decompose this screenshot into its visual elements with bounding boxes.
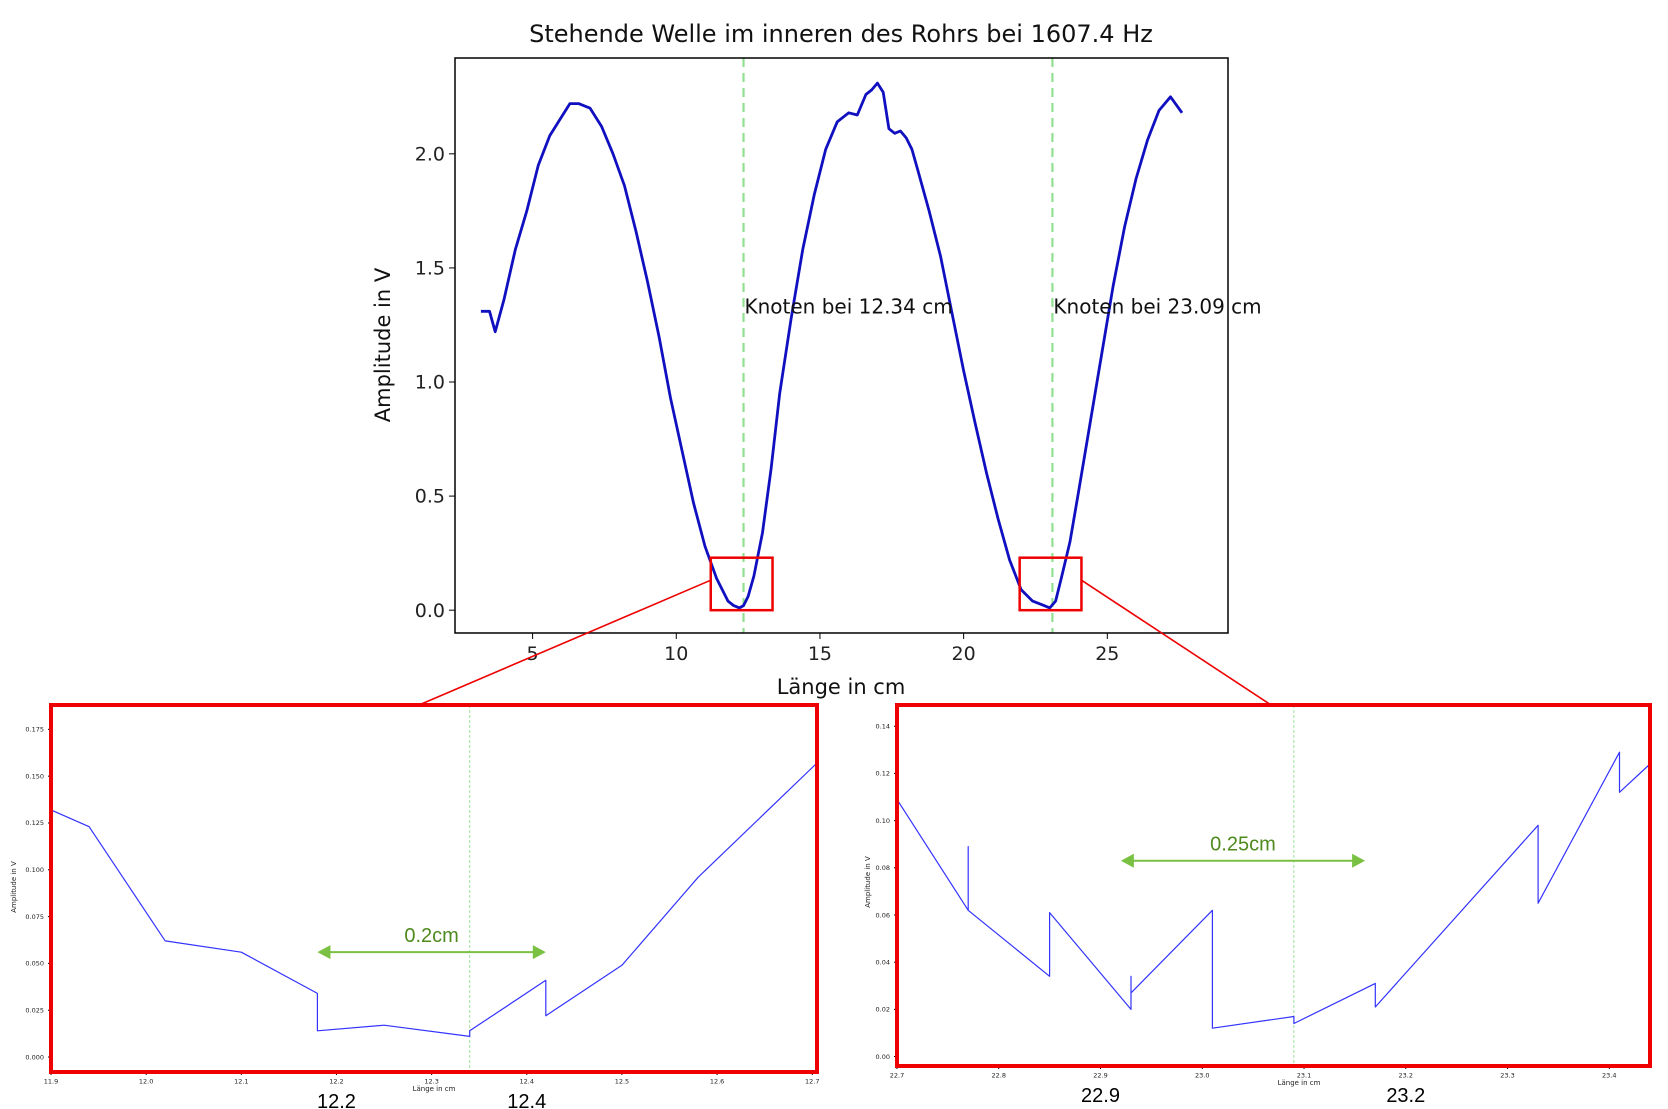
zoom-right-arrow-head-right (1352, 853, 1366, 868)
zoom-right-frame (895, 703, 1652, 1068)
zoom-right-y-tick-label: 0.14 (876, 723, 890, 731)
main-x-tick-label: 10 (664, 643, 688, 665)
zoom-right-y-tick-label: 0.02 (876, 1006, 890, 1014)
main-x-axis-label: Länge in cm (777, 675, 906, 699)
zoom-left-y-tick-label: 0.175 (25, 726, 44, 734)
zoom-left-y-tick-label: 0.125 (25, 819, 44, 827)
zoom-right-callout-label: 23.2 (1386, 1085, 1425, 1107)
zoom-left-x-axis-label: Länge in cm (413, 1085, 456, 1093)
zoom-right-x-tick-label: 23.2 (1399, 1072, 1413, 1080)
zoom-right-y-axis-label: Amplitude in V (864, 856, 872, 908)
zoom-left-frame (49, 703, 819, 1074)
zoom-left-x-tick-label: 12.6 (710, 1078, 724, 1086)
zoom-right-distance-label: 0.25cm (1210, 834, 1276, 856)
zoom-left-x-tick-label: 12.3 (424, 1078, 438, 1086)
main-y-tick-label: 0.0 (415, 600, 445, 622)
zoom-left-x-tick-label: 12.7 (805, 1078, 819, 1086)
main-zoom-box (1018, 556, 1083, 612)
zoom-inset-right: 22.7 22.8 22.9 23.0 23.1 23.2 23.3 23.4 0.00 0.02… (864, 703, 1652, 1107)
zoom-left-y-tick-label: 0.150 (25, 772, 44, 780)
zoom-right-x-tick-label: 22.7 (890, 1072, 904, 1080)
zoom-right-y-tick-label: 0.04 (876, 958, 890, 966)
zoom-left-y-tick-label: 0.025 (25, 1006, 44, 1014)
zoom-right-series-line (896, 751, 1651, 1029)
zoom-left-x-tick-label: 12.1 (234, 1078, 248, 1086)
zoom-right-y-tick-label: 0.10 (876, 817, 890, 825)
main-y-tick-label: 1.0 (415, 372, 445, 394)
zoom-right-x-tick-label: 23.1 (1297, 1072, 1311, 1080)
zoom-left-arrow-head-right (532, 945, 546, 960)
zoom-left-x-tick-label: 12.4 (520, 1078, 534, 1086)
zoom-right-callout-label: 22.9 (1081, 1085, 1120, 1107)
main-x-tick-label: 15 (808, 643, 832, 665)
zoom-right-x-tick-label: 22.8 (992, 1072, 1006, 1080)
zoom-left-y-axis-label: Amplitude in V (10, 861, 18, 913)
main-y-axis-label: Amplitude in V (371, 267, 395, 422)
zoom-right-x-tick-label: 23.4 (1602, 1072, 1616, 1080)
main-series-line (480, 81, 1184, 610)
zoom-inset-left: 11.9 12.0 12.1 12.2 12.3 12.4 12.5 12.6 12.7 0.00… (10, 703, 819, 1109)
main-x-tick-label: 5 (527, 643, 539, 665)
main-node-label: Knoten bei 23.09 cm (1053, 295, 1261, 319)
zoom-left-arrow-head-left (317, 945, 331, 960)
zoom-left-series-line (50, 762, 818, 1038)
main-y-tick-label: 0.5 (415, 486, 445, 508)
connector-left (418, 579, 712, 706)
zoom-left-y-tick-label: 0.100 (25, 866, 44, 874)
zoom-right-arrow-head-left (1120, 853, 1134, 868)
zoom-left-y-tick-label: 0.075 (25, 913, 44, 921)
zoom-left-callout-label: 12.2 (317, 1091, 356, 1109)
zoom-right-x-axis-label: Länge in cm (1278, 1079, 1321, 1087)
zoom-right-x-tick-label: 23.3 (1500, 1072, 1514, 1080)
zoom-left-y-tick-label: 0.050 (25, 960, 44, 968)
main-y-tick-label: 1.5 (415, 258, 445, 280)
zoom-right-x-tick-label: 22.9 (1093, 1072, 1107, 1080)
main-chart-title: Stehende Welle im inneren des Rohrs bei … (529, 20, 1153, 48)
main-y-tick-label: 2.0 (415, 143, 445, 165)
zoom-left-callout-label: 12.4 (507, 1091, 546, 1109)
zoom-right-x-tick-label: 23.0 (1195, 1072, 1209, 1080)
connector-right (1081, 579, 1272, 706)
zoom-right-y-tick-label: 0.12 (876, 770, 890, 778)
zoom-left-distance-label: 0.2cm (404, 925, 458, 947)
zoom-left-x-tick-label: 11.9 (44, 1078, 58, 1086)
main-chart: Stehende Welle im inneren des Rohrs bei … (371, 20, 1262, 699)
zoom-right-y-tick-label: 0.00 (876, 1053, 890, 1061)
zoom-left-x-tick-label: 12.5 (615, 1078, 629, 1086)
main-x-tick-label: 25 (1095, 643, 1119, 665)
main-plot-frame (454, 57, 1229, 634)
zoom-right-y-tick-label: 0.06 (876, 911, 890, 919)
zoom-connectors (418, 579, 1272, 706)
zoom-left-y-tick-label: 0.000 (25, 1053, 44, 1061)
zoom-left-x-tick-label: 12.2 (329, 1078, 343, 1086)
main-node-label: Knoten bei 12.34 cm (745, 295, 953, 319)
main-zoom-box (709, 556, 774, 612)
zoom-left-x-tick-label: 12.0 (139, 1078, 153, 1086)
main-x-tick-label: 20 (952, 643, 976, 665)
zoom-right-y-tick-label: 0.08 (876, 864, 890, 872)
